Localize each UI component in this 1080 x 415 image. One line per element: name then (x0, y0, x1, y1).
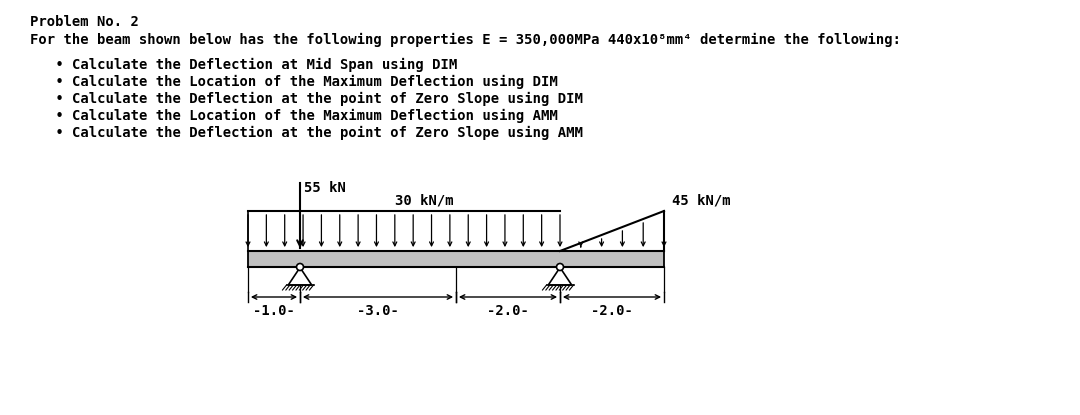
Circle shape (297, 264, 303, 271)
Text: •: • (55, 109, 64, 124)
Text: -1.0-: -1.0- (253, 304, 295, 318)
Polygon shape (288, 268, 312, 285)
Text: For the beam shown below has the following properties E = 350,000MPa 440x10⁸mm⁴ : For the beam shown below has the followi… (30, 33, 901, 47)
Text: -2.0-: -2.0- (487, 304, 529, 318)
Text: •: • (55, 58, 64, 73)
Text: Problem No. 2: Problem No. 2 (30, 15, 139, 29)
Text: -2.0-: -2.0- (591, 304, 633, 318)
Text: Calculate the Deflection at the point of Zero Slope using DIM: Calculate the Deflection at the point of… (72, 92, 583, 106)
Text: Calculate the Deflection at Mid Span using DIM: Calculate the Deflection at Mid Span usi… (72, 58, 457, 72)
Text: •: • (55, 92, 64, 107)
Text: 30 kN/m: 30 kN/m (394, 194, 454, 208)
Circle shape (556, 264, 564, 271)
Text: -3.0-: -3.0- (357, 304, 399, 318)
Text: •: • (55, 126, 64, 141)
Bar (248, 251, 664, 267)
Text: Calculate the Location of the Maximum Deflection using DIM: Calculate the Location of the Maximum De… (72, 75, 557, 89)
Text: 55 kN: 55 kN (303, 181, 346, 195)
Text: 45 kN/m: 45 kN/m (672, 193, 731, 207)
Polygon shape (549, 268, 571, 285)
Text: •: • (55, 75, 64, 90)
Text: Calculate the Location of the Maximum Deflection using AMM: Calculate the Location of the Maximum De… (72, 109, 557, 123)
Text: Calculate the Deflection at the point of Zero Slope using AMM: Calculate the Deflection at the point of… (72, 126, 583, 140)
